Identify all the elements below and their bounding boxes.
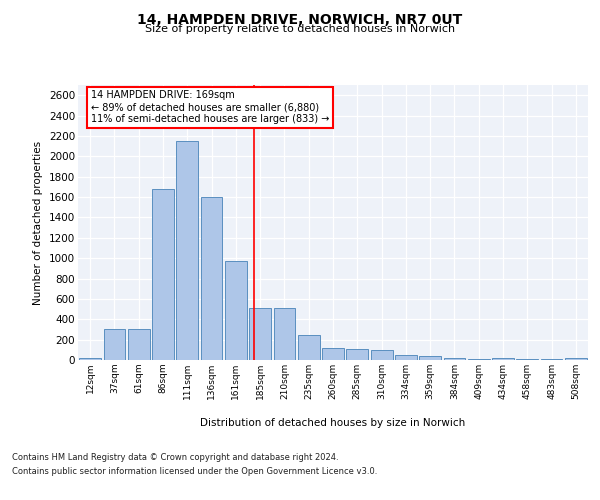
- Bar: [517, 359, 538, 360]
- Bar: [443, 358, 466, 360]
- Text: Contains public sector information licensed under the Open Government Licence v3: Contains public sector information licen…: [12, 468, 377, 476]
- Bar: [395, 356, 417, 360]
- Text: Distribution of detached houses by size in Norwich: Distribution of detached houses by size …: [200, 418, 466, 428]
- Bar: [249, 308, 271, 360]
- Text: Size of property relative to detached houses in Norwich: Size of property relative to detached ho…: [145, 24, 455, 34]
- Text: Contains HM Land Registry data © Crown copyright and database right 2024.: Contains HM Land Registry data © Crown c…: [12, 452, 338, 462]
- Bar: [565, 358, 587, 360]
- Bar: [298, 335, 320, 360]
- Bar: [468, 359, 490, 360]
- Bar: [225, 261, 247, 360]
- Text: 14, HAMPDEN DRIVE, NORWICH, NR7 0UT: 14, HAMPDEN DRIVE, NORWICH, NR7 0UT: [137, 12, 463, 26]
- Bar: [371, 350, 392, 360]
- Bar: [79, 358, 101, 360]
- Bar: [419, 356, 441, 360]
- Text: 14 HAMPDEN DRIVE: 169sqm
← 89% of detached houses are smaller (6,880)
11% of sem: 14 HAMPDEN DRIVE: 169sqm ← 89% of detach…: [91, 90, 329, 124]
- Bar: [104, 330, 125, 360]
- Bar: [541, 359, 562, 360]
- Bar: [200, 197, 223, 360]
- Bar: [346, 349, 368, 360]
- Y-axis label: Number of detached properties: Number of detached properties: [34, 140, 43, 304]
- Bar: [176, 141, 198, 360]
- Bar: [152, 189, 174, 360]
- Bar: [322, 348, 344, 360]
- Bar: [492, 358, 514, 360]
- Bar: [128, 330, 149, 360]
- Bar: [274, 308, 295, 360]
